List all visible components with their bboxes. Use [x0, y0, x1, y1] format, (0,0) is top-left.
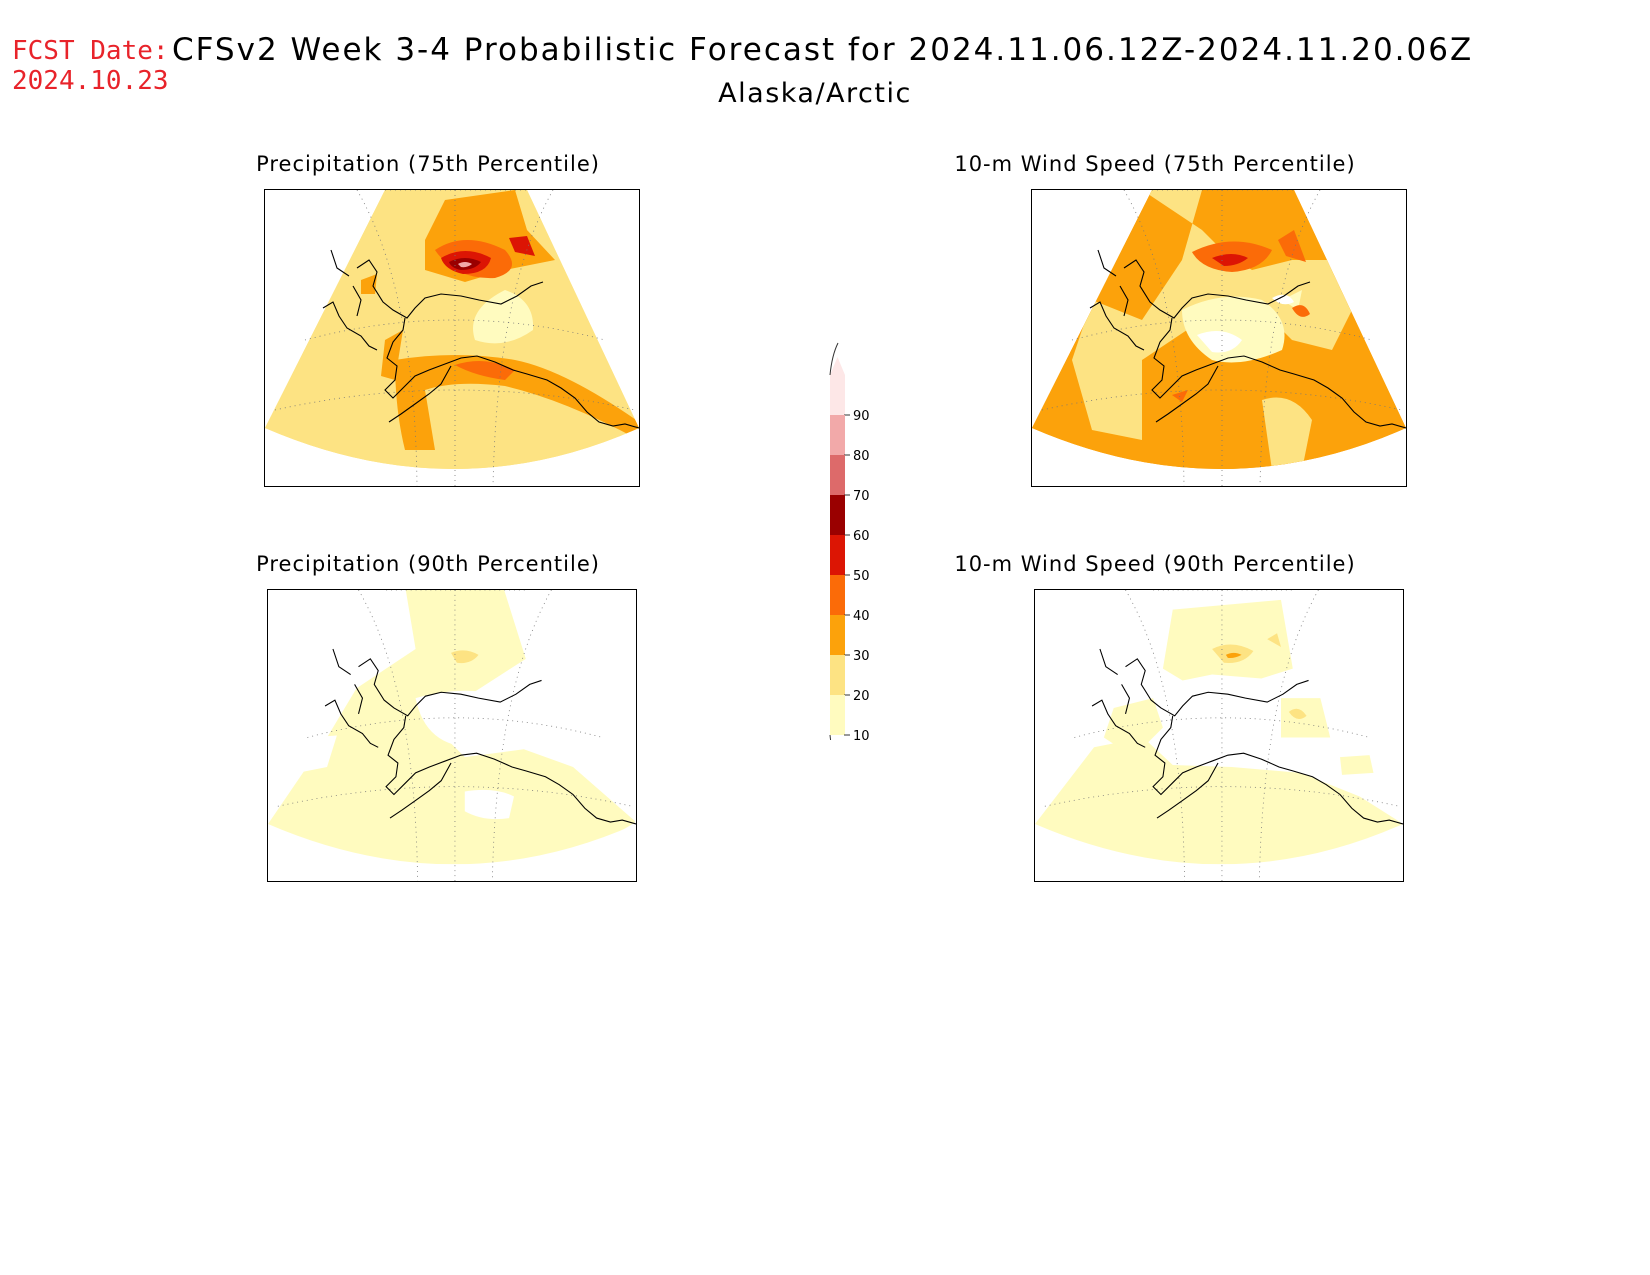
panel-title-wind90: 10-m Wind Speed (90th Percentile): [954, 552, 1356, 576]
contour-20: [1262, 397, 1312, 469]
contour-50: [509, 236, 535, 256]
fcst-label: FCST Date:: [12, 36, 169, 66]
colorbar-label-30: 30: [853, 649, 870, 664]
colorbar-swatch-90: [830, 375, 845, 415]
contour-20: [1267, 633, 1281, 648]
region-title: Alaska/Arctic: [718, 78, 912, 109]
panel-title-precip75: Precipitation (75th Percentile): [256, 152, 600, 176]
contour-white: [415, 690, 514, 748]
colorbar-label-40: 40: [853, 609, 870, 624]
colorbar-label-50: 50: [853, 569, 870, 584]
contour-fill-group: [1035, 590, 1403, 865]
contour-30: [395, 355, 639, 450]
colorbar-label-10: 10: [853, 729, 870, 740]
coastline: [324, 648, 636, 825]
colorbar-label-20: 20: [853, 689, 870, 704]
colorbar-label-80: 80: [853, 449, 870, 464]
colorbar-swatch-30: [830, 615, 845, 655]
contour-white: [1197, 331, 1242, 353]
panel-title-precip90: Precipitation (90th Percentile): [256, 552, 600, 576]
colorbar-label-90: 90: [853, 409, 870, 424]
contour-10: [1035, 737, 1403, 865]
panel-title-wind75: 10-m Wind Speed (75th Percentile): [954, 152, 1356, 176]
contour-40: [1278, 230, 1306, 262]
contour-20: [1072, 190, 1352, 440]
fcst-date: 2024.10.23: [12, 66, 169, 96]
contour-fill-group: [265, 190, 639, 469]
coastline: [1089, 249, 1406, 429]
page-title: CFSv2 Week 3-4 Probabilistic Forecast fo…: [172, 32, 1474, 68]
contour-30: [361, 274, 377, 294]
colorbar-swatch-80: [830, 415, 845, 455]
contour-20: [1288, 708, 1307, 719]
colorbar-legend: 90 80 70 60 50 40 30 20 10: [800, 330, 870, 766]
contour-10: [268, 590, 636, 865]
contour-white: [464, 789, 514, 820]
colorbar-bottom-cap: [829, 734, 839, 766]
contour-40: [455, 361, 515, 380]
map-wind75: [1031, 189, 1407, 487]
contour-30: [381, 330, 403, 380]
colorbar-swatch-10: [830, 695, 845, 735]
colorbar-swatch-50: [830, 535, 845, 575]
map-wind90: [1034, 589, 1404, 882]
contour-white: [361, 619, 396, 659]
coastline: [322, 249, 639, 429]
colorbar-swatch-40: [830, 575, 845, 615]
contour-10: [1280, 698, 1331, 738]
coastline: [1091, 648, 1403, 825]
contour-20: [451, 650, 479, 664]
map-precip75: [264, 189, 640, 487]
map-precip90: [267, 589, 637, 882]
contour-20: [265, 190, 639, 469]
contour-fill-group: [1032, 190, 1406, 469]
fcst-date-block: FCST Date: 2024.10.23: [12, 36, 169, 96]
contour-fill-group: [268, 590, 636, 865]
contour-10: [1103, 698, 1163, 758]
colorbar-top-cap: [830, 357, 845, 375]
colorbar-label-60: 60: [853, 529, 870, 544]
contour-white: [1272, 294, 1294, 305]
colorbar-swatch-60: [830, 495, 845, 535]
contour-80: [458, 262, 472, 268]
contour-10: [1340, 755, 1374, 775]
colorbar-swatch-20: [830, 655, 845, 695]
colorbar-top-line: [829, 342, 839, 376]
contour-10: [473, 290, 534, 344]
contour-50: [1212, 254, 1248, 266]
colorbar-swatch-70: [830, 455, 845, 495]
contour-40: [1292, 305, 1310, 317]
colorbar-label-70: 70: [853, 489, 870, 504]
contour-30: [1225, 652, 1242, 659]
contour-10: [1162, 599, 1293, 681]
